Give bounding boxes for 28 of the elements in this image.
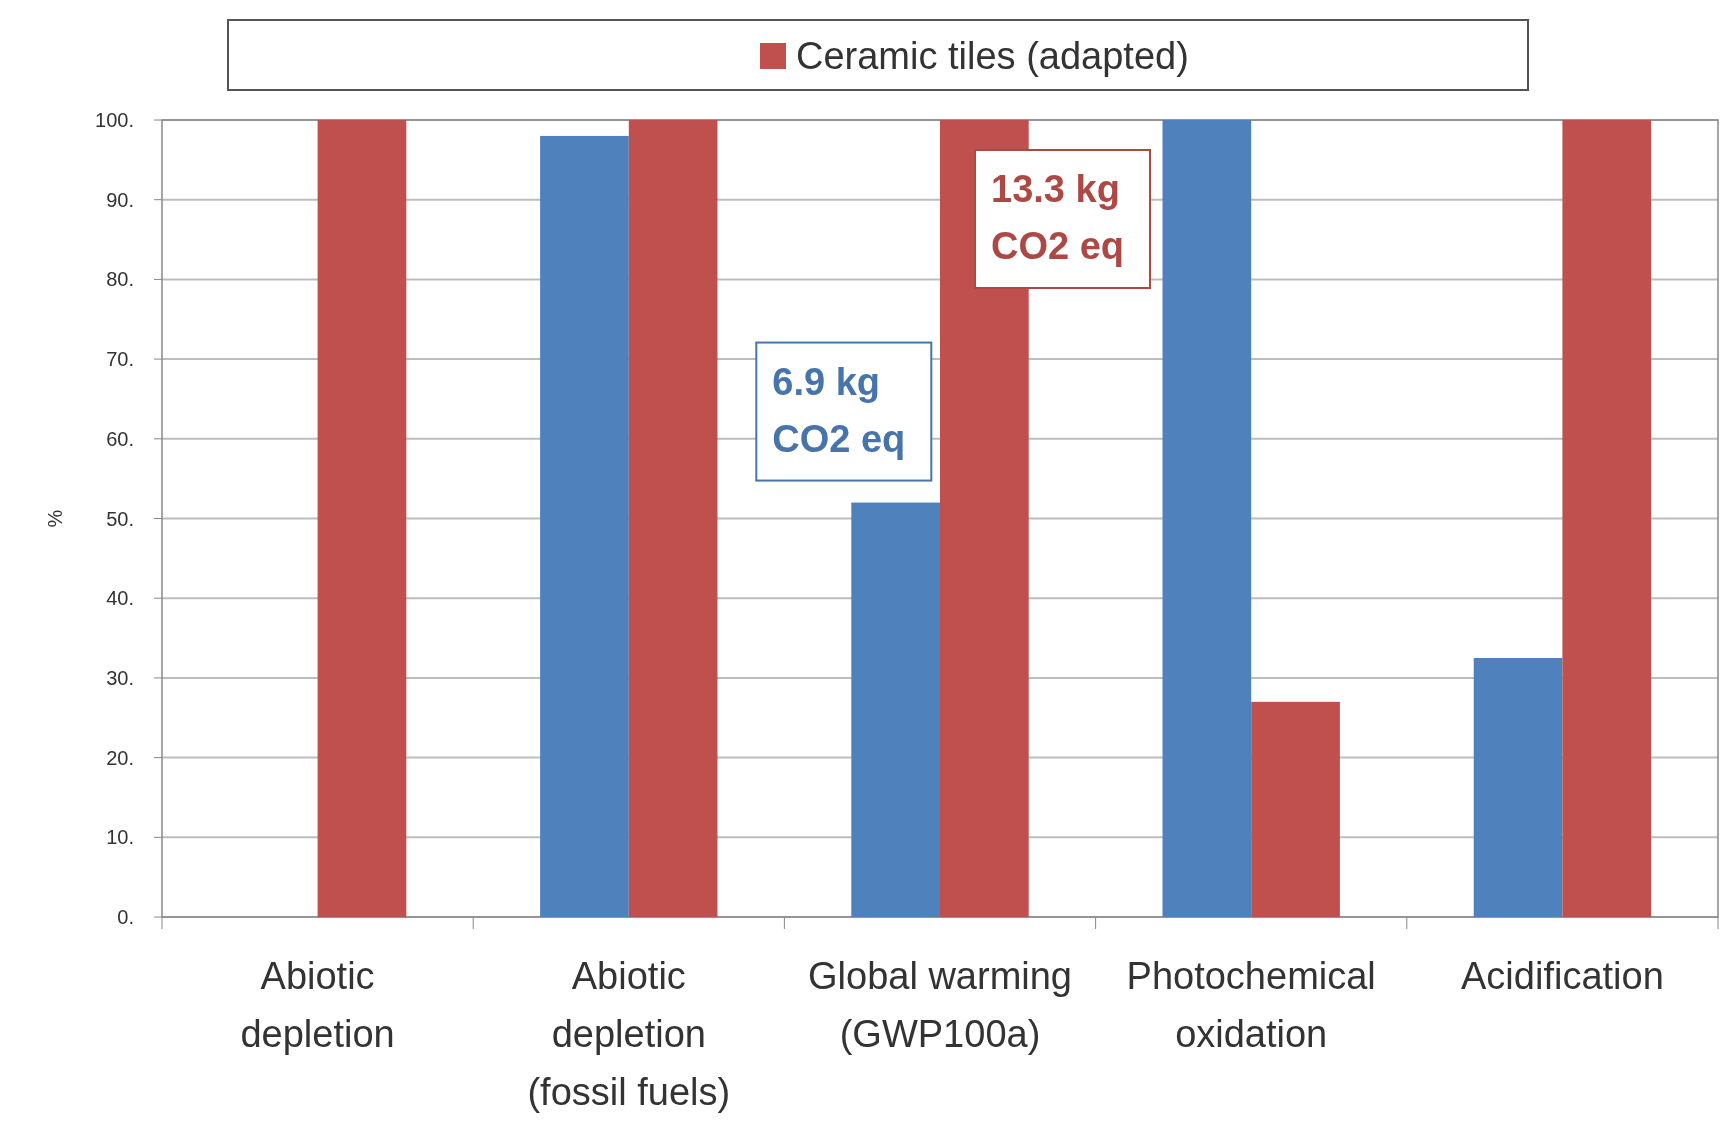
x-tick-label: Acidification xyxy=(1461,955,1664,997)
y-tick-label: 70. xyxy=(106,348,134,371)
bar xyxy=(851,502,940,917)
x-tick-label: Abiotic depletion xyxy=(240,955,395,1055)
x-tick-label: Abiotic depletion (fossil fuels) xyxy=(527,955,731,1113)
bar xyxy=(1251,701,1340,917)
x-tick-label: Photochemical oxidation xyxy=(1126,955,1376,1055)
annotation: 13.3 kg CO2 eq xyxy=(991,168,1125,267)
y-tick-label: 20. xyxy=(106,746,134,769)
legend-label: Ceramic tiles (adapted) xyxy=(796,35,1189,78)
bar xyxy=(1562,120,1652,917)
y-tick-label: 30. xyxy=(106,666,134,689)
bar xyxy=(628,120,718,917)
y-tick-label: 40. xyxy=(106,587,134,610)
y-tick-label: 0. xyxy=(117,906,134,928)
y-tick-label: 10. xyxy=(106,826,134,849)
bar xyxy=(540,135,629,917)
y-tick-label: 60. xyxy=(106,427,134,450)
bar xyxy=(317,120,407,917)
x-tick-label: Global warming (GWP100a) xyxy=(808,955,1072,1055)
y-tick-label: 90. xyxy=(106,188,134,211)
y-axis-title: % xyxy=(44,509,66,528)
annotation: 6.9 kg CO2 eq xyxy=(772,360,906,460)
y-tick-label: 80. xyxy=(106,268,134,291)
y-tick-label: 100. xyxy=(95,109,134,131)
bar xyxy=(1473,657,1563,917)
y-tick-label: 50. xyxy=(106,507,134,530)
bar xyxy=(1162,120,1252,917)
